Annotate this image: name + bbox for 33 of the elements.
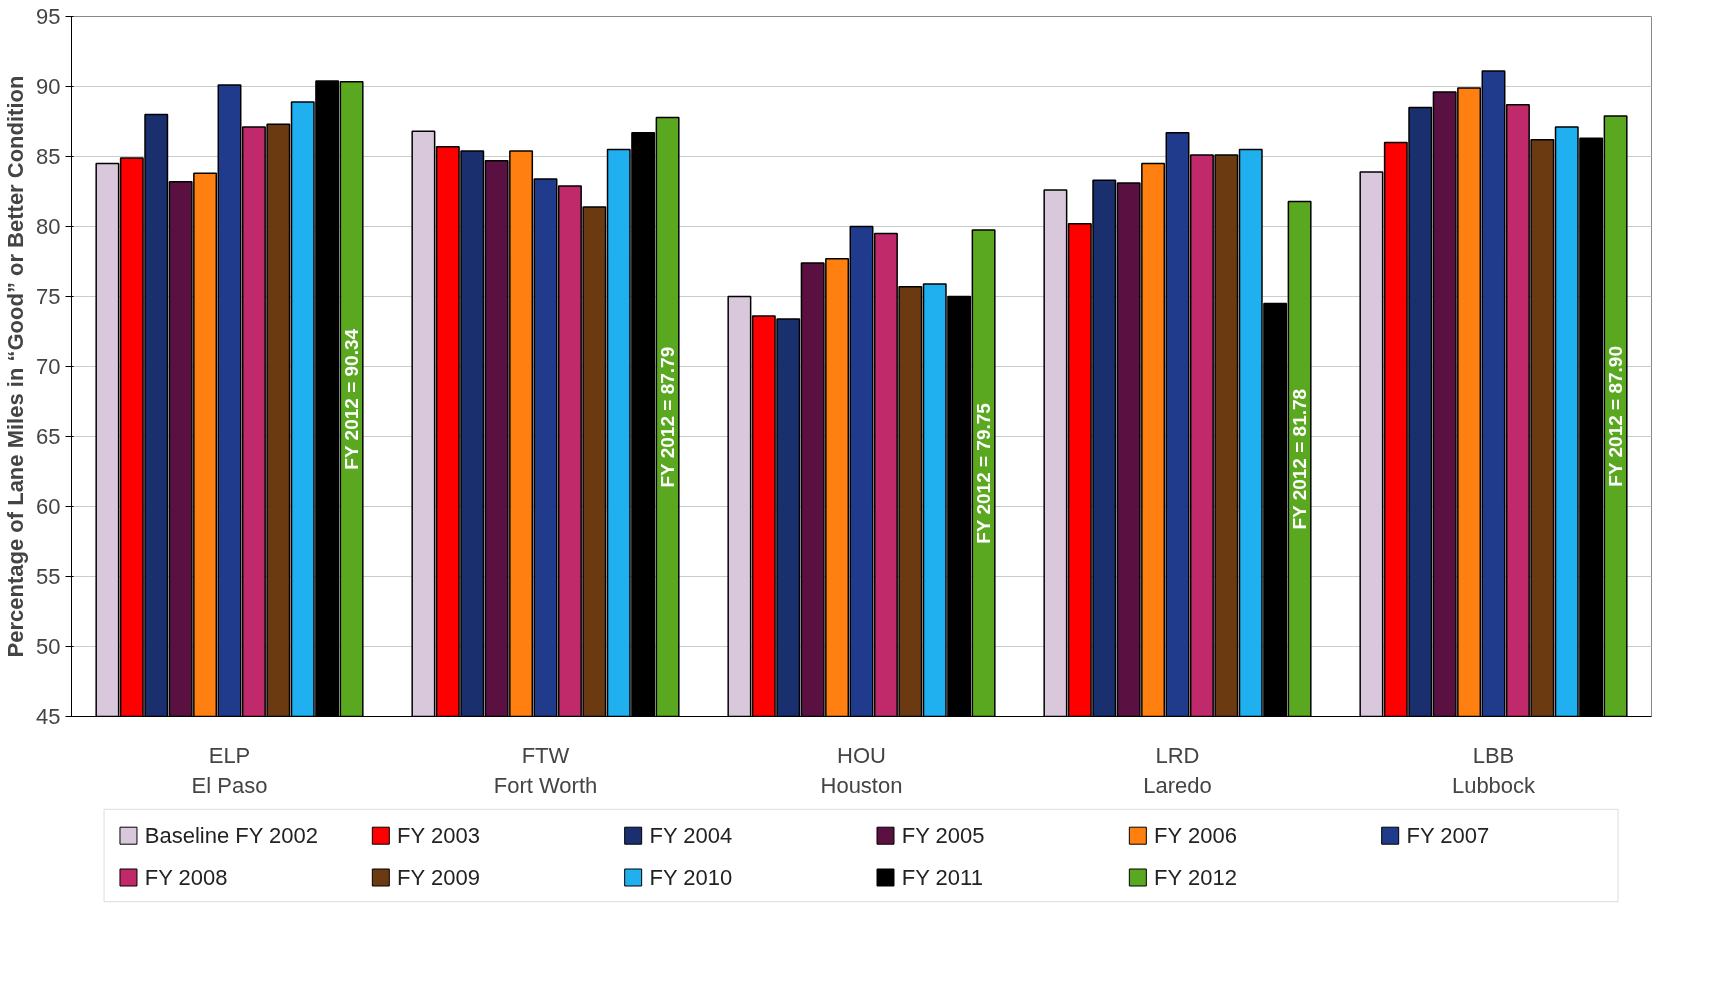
- data-label: FY 2012 = 87.90: [1605, 346, 1627, 487]
- y-tick-label: 45: [36, 704, 61, 729]
- x-tick-label: HOU Houston: [820, 742, 903, 798]
- legend-label: FY 2003: [397, 823, 480, 849]
- legend-label: Baseline FY 2002: [144, 823, 319, 849]
- x-tick-label: LRD Laredo: [1143, 742, 1212, 798]
- y-tick-label: 55: [36, 564, 61, 589]
- legend-label: FY 2011: [901, 865, 983, 890]
- y-tick-label: 85: [36, 144, 61, 169]
- legend-label: FY 2005: [901, 823, 985, 849]
- data-label: FY 2012 = 90.34: [341, 328, 363, 470]
- y-tick-label: 50: [36, 634, 61, 659]
- x-tick-label: ELP El Paso: [191, 742, 268, 798]
- y-tick-label: 60: [36, 494, 61, 519]
- legend-label: FY 2006: [1154, 823, 1237, 849]
- legend-label: FY 2008: [144, 865, 228, 890]
- y-axis-title: Percentage of Lane Miles in “Good” or Better Condition: [3, 75, 29, 658]
- y-tick-label: 95: [36, 4, 61, 29]
- data-label: FY 2012 = 81.78: [1289, 388, 1311, 530]
- x-tick-label: FTW Fort Worth: [493, 742, 598, 798]
- data-label: FY 2012 = 87.79: [657, 346, 679, 488]
- y-tick-label: 70: [36, 354, 61, 379]
- data-label: FY 2012 = 79.75: [973, 402, 995, 544]
- x-tick-label: LBB Lubbock: [1451, 742, 1537, 798]
- y-tick-label: 90: [36, 74, 61, 99]
- legend-label: FY 2007: [1406, 823, 1490, 849]
- y-tick-label: 65: [36, 424, 61, 449]
- legend-label: FY 2009: [397, 865, 480, 890]
- legend-label: FY 2004: [649, 823, 733, 849]
- legend-label: FY 2012: [1154, 865, 1237, 890]
- y-tick-label: 80: [36, 214, 61, 239]
- y-tick-label: 75: [36, 284, 61, 309]
- legend-label: FY 2010: [649, 865, 733, 890]
